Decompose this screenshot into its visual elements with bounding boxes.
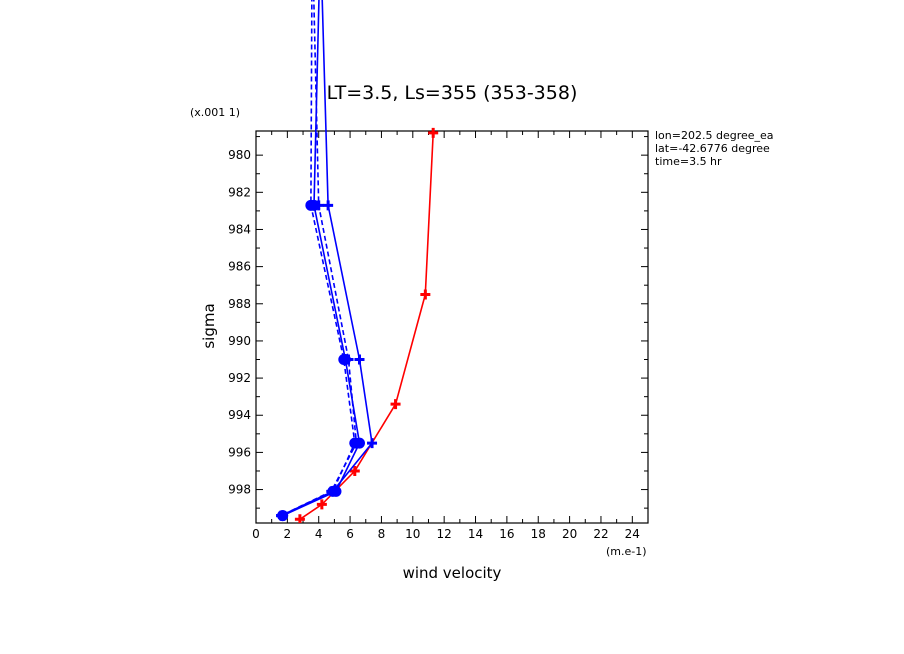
y-unit-label: (x.001 1) [190,106,240,119]
x-axis-label: wind velocity [403,564,502,582]
x-tick-label: 0 [252,527,260,541]
y-tick-label: 994 [228,408,251,422]
y-tick-label: 982 [228,185,251,199]
y-tick-label: 998 [228,483,251,497]
data-point-circle [305,199,317,211]
x-tick-label: 4 [315,527,323,541]
series-line-3 [282,0,361,517]
x-tick-label: 12 [437,527,452,541]
y-tick-label: 984 [228,222,251,236]
data-point-plus [349,465,360,476]
y-tick-label: 990 [228,334,251,348]
data-point-circle [277,510,289,522]
y-tick-label: 992 [228,371,251,385]
data-point-circle [338,354,350,366]
x-tick-label: 24 [625,527,640,541]
data-point-plus [316,499,327,510]
chart-title: LT=3.5, Ls=355 (353-358) [327,82,578,104]
series-line-1 [299,132,434,520]
axis-ticks: 0 2 4 6 8 10 12 14 16 18 20 22 249809829849869889909… [228,131,648,541]
data-point-plus [354,354,365,365]
data-point-plus [367,438,378,449]
x-tick-label: 6 [346,527,354,541]
data-point-plus [294,514,305,523]
data-point-circle [327,485,339,497]
annotation-lon: lon=202.5 degree_ea [655,129,774,142]
x-tick-label: 16 [499,527,514,541]
data-point-plus [428,127,439,138]
y-tick-label: 980 [228,148,251,162]
annotation-time: time=3.5 hr [655,155,722,168]
y-tick-label: 996 [228,445,251,459]
data-point-plus [420,289,431,300]
x-tick-label: 22 [593,527,608,541]
y-axis-label: sigma [200,303,218,348]
x-unit-label: (m.e-1) [606,545,647,558]
x-tick-label: 18 [531,527,546,541]
x-tick-label: 10 [405,527,420,541]
series-line-4 [280,0,358,517]
data-point-plus [390,399,401,410]
y-tick-label: 988 [228,297,251,311]
x-tick-label: 14 [468,527,483,541]
series-layer [276,0,439,523]
annotation-lat: lat=-42.6776 degree [655,142,770,155]
x-tick-label: 8 [378,527,386,541]
data-point-plus [323,200,334,211]
series-line-5 [282,0,356,517]
data-point-circle [349,437,361,449]
x-tick-label: 20 [562,527,577,541]
y-tick-label: 986 [228,260,251,274]
plot-frame [255,130,649,524]
x-tick-label: 2 [284,527,292,541]
